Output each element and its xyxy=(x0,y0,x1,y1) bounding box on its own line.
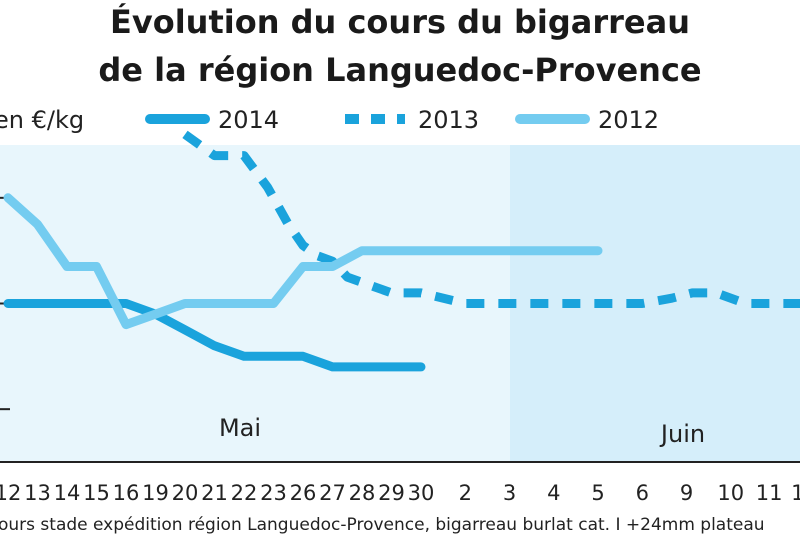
legend-label-2012: 2012 xyxy=(598,106,659,134)
x-tick-label: 19 xyxy=(142,481,169,505)
x-tick-label: 20 xyxy=(172,481,199,505)
x-tick-label: 11 xyxy=(756,481,783,505)
x-tick-label: 23 xyxy=(260,481,287,505)
x-tick-label: 12 xyxy=(791,481,800,505)
x-tick-label: 3 xyxy=(503,481,516,505)
legend-label-2014: 2014 xyxy=(218,106,279,134)
x-tick-label: 13 xyxy=(24,481,51,505)
x-tick-label: 12 xyxy=(0,481,21,505)
labels: 12 13 14 15 16 19 20 21 22 23 26 27 28 29 30 2 3 4 5 6 9 10 11… xyxy=(0,106,800,535)
series-line-2013 xyxy=(182,130,800,308)
source-footer: ours stade expédition région Languedoc-P… xyxy=(0,515,765,535)
chart-title-line2: de la région Languedoc-Provence xyxy=(98,51,702,89)
x-tick-label: 10 xyxy=(717,481,744,505)
month-label-mai: Mai xyxy=(219,414,261,442)
x-tick-label: 2 xyxy=(459,481,472,505)
x-tick-label: 15 xyxy=(83,481,110,505)
x-tick-label: 6 xyxy=(636,481,649,505)
x-tick-label: 22 xyxy=(231,481,258,505)
x-tick-label: 21 xyxy=(201,481,228,505)
chart-title-line1: Évolution du cours du bigarreau xyxy=(110,3,690,41)
x-tick-label: 27 xyxy=(319,481,346,505)
month-label-juin: Juin xyxy=(659,420,705,448)
x-tick-label: 29 xyxy=(378,481,405,505)
x-tick-label: 28 xyxy=(349,481,376,505)
y-axis-label: en €/kg xyxy=(0,106,84,134)
x-tick-label: 14 xyxy=(54,481,81,505)
series-line-2012 xyxy=(3,193,603,330)
x-tick-label: 26 xyxy=(290,481,317,505)
x-tick-label: 4 xyxy=(547,481,560,505)
x-tick-label: 16 xyxy=(113,481,140,505)
series-line-2014 xyxy=(3,299,426,372)
series-lines xyxy=(3,130,800,372)
legend-label-2013: 2013 xyxy=(418,106,479,134)
x-tick-label: 9 xyxy=(680,481,693,505)
legend: 2014 2013 2012 xyxy=(145,106,659,134)
x-tick-label: 30 xyxy=(408,481,435,505)
x-tick-label: 5 xyxy=(591,481,604,505)
